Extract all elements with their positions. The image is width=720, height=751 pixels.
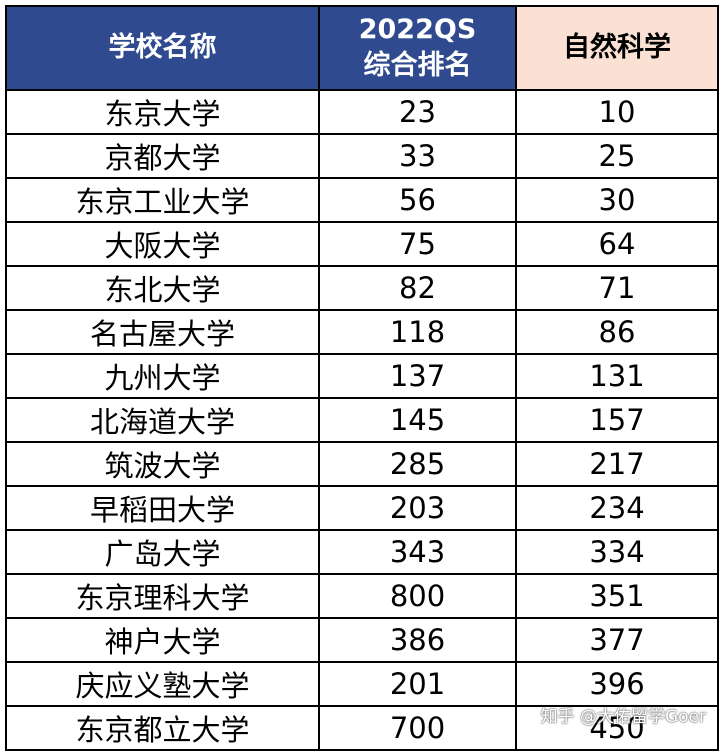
science-rank-cell: 157 bbox=[515, 397, 719, 443]
school-name-cell: 名古屋大学 bbox=[5, 309, 320, 355]
science-rank-cell: 30 bbox=[515, 177, 719, 223]
header-row: 学校名称 2022QS 综合排名 自然科学 bbox=[5, 5, 719, 91]
school-name-cell: 京都大学 bbox=[5, 133, 320, 179]
table-row: 早稻田大学 203 234 bbox=[5, 485, 719, 531]
qs-rank-cell: 56 bbox=[318, 177, 517, 223]
header-qs-line2: 综合排名 bbox=[363, 50, 472, 81]
qs-rank-cell: 800 bbox=[318, 573, 517, 619]
science-rank-cell: 10 bbox=[515, 89, 719, 135]
qs-rank-cell: 203 bbox=[318, 485, 517, 531]
school-name-cell: 东京大学 bbox=[5, 89, 320, 135]
science-rank-cell: 334 bbox=[515, 529, 719, 575]
header-natural-science: 自然科学 bbox=[515, 5, 719, 91]
header-qs-line1: 2022QS bbox=[358, 14, 477, 45]
science-rank-cell: 25 bbox=[515, 133, 719, 179]
school-name-cell: 九州大学 bbox=[5, 353, 320, 399]
header-school-name: 学校名称 bbox=[5, 5, 320, 91]
table-row: 北海道大学 145 157 bbox=[5, 397, 719, 443]
table-row: 东北大学 82 71 bbox=[5, 265, 719, 311]
qs-rank-cell: 82 bbox=[318, 265, 517, 311]
table-row: 大阪大学 75 64 bbox=[5, 221, 719, 267]
qs-rank-cell: 75 bbox=[318, 221, 517, 267]
school-name-cell: 广岛大学 bbox=[5, 529, 320, 575]
table-row: 筑波大学 285 217 bbox=[5, 441, 719, 487]
qs-rank-cell: 33 bbox=[318, 133, 517, 179]
school-name-cell: 大阪大学 bbox=[5, 221, 320, 267]
science-rank-cell: 396 bbox=[515, 661, 719, 707]
qs-rank-cell: 285 bbox=[318, 441, 517, 487]
science-rank-cell: 64 bbox=[515, 221, 719, 267]
science-rank-cell: 217 bbox=[515, 441, 719, 487]
table-row: 名古屋大学 118 86 bbox=[5, 309, 719, 355]
table-row: 东京理科大学 800 351 bbox=[5, 573, 719, 619]
qs-rank-cell: 201 bbox=[318, 661, 517, 707]
watermark: 知乎 @大佑留学Goer bbox=[540, 707, 706, 727]
qs-rank-cell: 700 bbox=[318, 705, 517, 751]
school-name-cell: 北海道大学 bbox=[5, 397, 320, 443]
science-rank-cell: 377 bbox=[515, 617, 719, 663]
table-row: 东京工业大学 56 30 bbox=[5, 177, 719, 223]
science-rank-cell: 86 bbox=[515, 309, 719, 355]
qs-rank-cell: 137 bbox=[318, 353, 517, 399]
school-name-cell: 东京都立大学 bbox=[5, 705, 320, 751]
science-rank-cell: 234 bbox=[515, 485, 719, 531]
school-name-cell: 东北大学 bbox=[5, 265, 320, 311]
table-row: 九州大学 137 131 bbox=[5, 353, 719, 399]
school-name-cell: 筑波大学 bbox=[5, 441, 320, 487]
science-rank-cell: 71 bbox=[515, 265, 719, 311]
science-rank-cell: 131 bbox=[515, 353, 719, 399]
ranking-table: 学校名称 2022QS 综合排名 自然科学 东京大学 23 10 京都大学 33 25 东京… bbox=[5, 5, 719, 751]
qs-rank-cell: 386 bbox=[318, 617, 517, 663]
table-row: 东京大学 23 10 bbox=[5, 89, 719, 135]
school-name-cell: 神户大学 bbox=[5, 617, 320, 663]
table-row: 京都大学 33 25 bbox=[5, 133, 719, 179]
science-rank-cell: 351 bbox=[515, 573, 719, 619]
table-row: 神户大学 386 377 bbox=[5, 617, 719, 663]
qs-rank-cell: 343 bbox=[318, 529, 517, 575]
table-row: 广岛大学 343 334 bbox=[5, 529, 719, 575]
school-name-cell: 东京理科大学 bbox=[5, 573, 320, 619]
school-name-cell: 早稻田大学 bbox=[5, 485, 320, 531]
qs-rank-cell: 118 bbox=[318, 309, 517, 355]
school-name-cell: 庆应义塾大学 bbox=[5, 661, 320, 707]
qs-rank-cell: 23 bbox=[318, 89, 517, 135]
header-qs-rank: 2022QS 综合排名 bbox=[318, 5, 517, 91]
table-row: 庆应义塾大学 201 396 bbox=[5, 661, 719, 707]
school-name-cell: 东京工业大学 bbox=[5, 177, 320, 223]
qs-rank-cell: 145 bbox=[318, 397, 517, 443]
